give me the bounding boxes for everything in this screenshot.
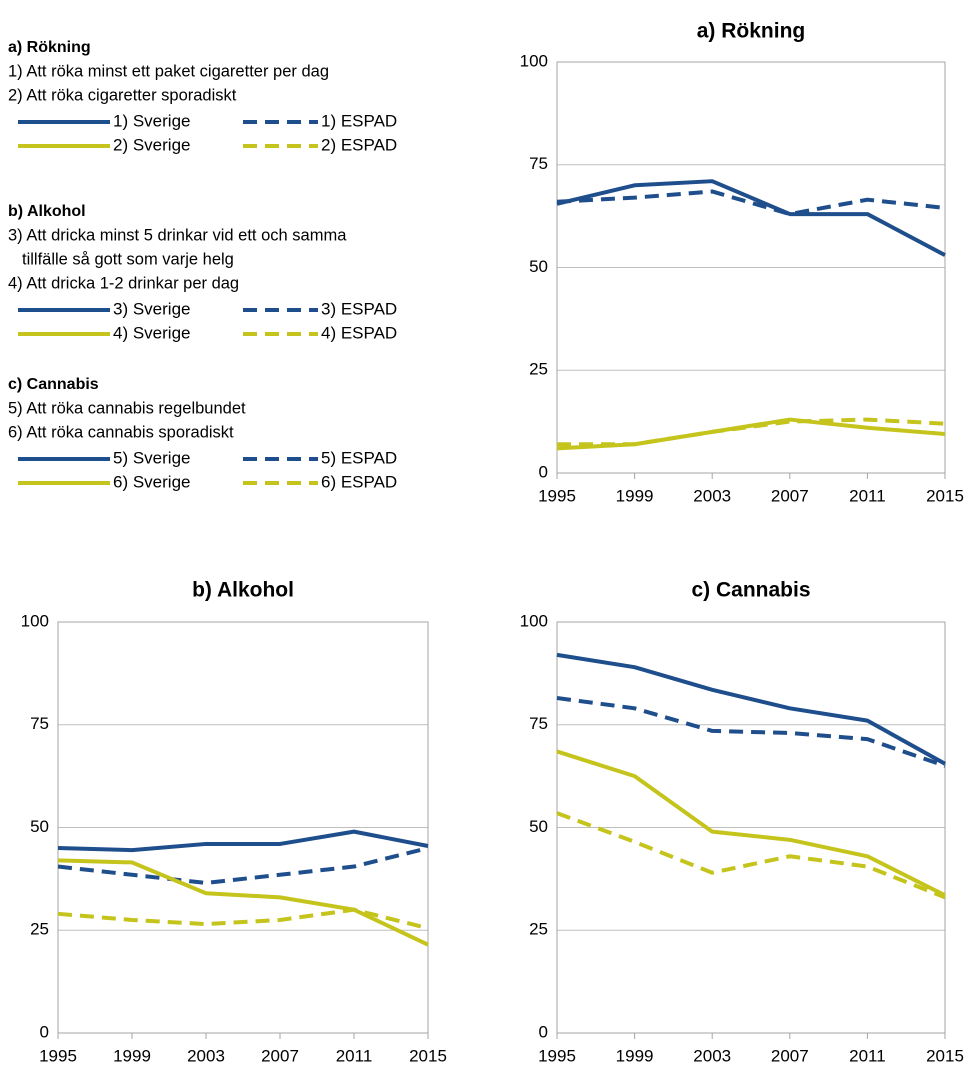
series-line [556,811,946,900]
y-tick-label: 25 [30,920,49,939]
chart-title: b) Alkohol [192,579,294,602]
series-line [57,858,429,947]
x-tick-label: 1995 [538,1046,576,1065]
series-line [556,189,946,217]
plot-frame [556,61,946,474]
plot-frame [556,621,946,1034]
series-line [556,749,946,898]
legend-label: 3) ESPAD [321,299,397,318]
y-tick-label: 0 [40,1022,49,1041]
legend-label: 2) Sverige [113,135,190,154]
legend-note: tillfälle så gott som varje helg [22,250,234,268]
y-tick-label: 75 [529,714,548,733]
y-tick-label: 100 [520,611,548,630]
x-tick-label: 2015 [926,486,964,505]
legend-label: 4) ESPAD [321,323,397,342]
legend-heading: a) Rökning [8,39,91,56]
legend-label: 5) Sverige [113,448,190,467]
y-tick-label: 0 [539,462,548,481]
legend-label: 1) Sverige [113,111,190,130]
legend-heading: b) Alkohol [8,203,86,220]
x-tick-label: 2003 [693,486,731,505]
series-line [556,179,946,257]
x-tick-label: 2007 [771,1046,809,1065]
legend-note: 5) Att röka cannabis regelbundet [8,399,246,417]
chart-title: a) Rökning [697,20,806,43]
legend-label: 3) Sverige [113,299,190,318]
x-tick-label: 2003 [693,1046,731,1065]
legend-label: 4) Sverige [113,323,190,342]
chart-title: c) Cannabis [691,579,810,602]
y-tick-label: 25 [529,360,548,379]
x-tick-label: 1999 [113,1046,151,1065]
x-tick-label: 2007 [261,1046,299,1065]
legend-heading: c) Cannabis [8,376,99,393]
legend-note: 3) Att dricka minst 5 drinkar vid ett oc… [8,226,347,244]
series-line [57,846,429,885]
legend-note: 2) Att röka cigaretter sporadiskt [8,86,237,104]
series-line [556,652,946,766]
x-tick-label: 2015 [409,1046,447,1065]
legend-label: 2) ESPAD [321,135,397,154]
legend-note: 4) Att dricka 1-2 drinkar per dag [8,274,239,292]
series-line [557,417,946,447]
x-tick-label: 1995 [538,486,576,505]
x-tick-label: 1999 [616,486,654,505]
legend-label: 5) ESPAD [321,448,397,467]
y-tick-label: 25 [529,920,548,939]
x-tick-label: 2003 [187,1046,225,1065]
series-line [57,907,429,931]
x-tick-label: 2015 [926,1046,964,1065]
legend-label: 6) Sverige [113,472,190,491]
legend-note: 6) Att röka cannabis sporadiskt [8,423,234,441]
x-tick-label: 1995 [39,1046,77,1065]
legend-note: 1) Att röka minst ett paket cigaretter p… [8,62,329,80]
legend-label: 6) ESPAD [321,472,397,491]
series-line [556,417,946,451]
legend-label: 1) ESPAD [321,111,397,130]
y-tick-label: 100 [21,611,49,630]
y-tick-label: 50 [529,817,548,836]
y-tick-label: 100 [520,51,548,70]
x-tick-label: 2007 [771,486,809,505]
series-line [57,829,429,853]
y-tick-label: 75 [30,714,49,733]
x-tick-label: 2011 [849,486,886,505]
x-tick-label: 1999 [616,1046,654,1065]
plot-frame [57,621,429,1034]
x-tick-label: 2011 [336,1046,373,1065]
y-tick-label: 0 [539,1022,548,1041]
y-tick-label: 50 [529,257,548,276]
y-tick-label: 75 [529,154,548,173]
x-tick-label: 2011 [849,1046,886,1065]
y-tick-label: 50 [30,817,49,836]
